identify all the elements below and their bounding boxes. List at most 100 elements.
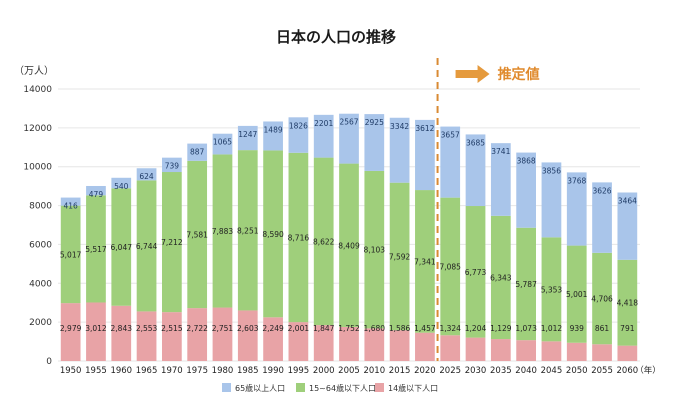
legend-swatch-65-plus xyxy=(222,383,231,392)
bar-segment-65-plus xyxy=(465,134,486,207)
bar-segment-15-64 xyxy=(136,180,157,312)
bar-segment-15-64 xyxy=(465,206,486,338)
value-label-15-64: 5,001 xyxy=(566,290,588,299)
bar-segment-15-64 xyxy=(339,163,359,327)
value-label-under-15: 1,012 xyxy=(541,324,563,333)
value-label-15-64: 5,787 xyxy=(515,280,537,289)
bar-segment-under-15 xyxy=(566,342,587,361)
bar-segment-65-plus xyxy=(162,157,182,173)
bar-segment-65-plus xyxy=(415,119,435,191)
bar-segment-65-plus xyxy=(313,114,334,158)
value-label-15-64: 7,085 xyxy=(439,262,461,271)
bar-segment-65-plus xyxy=(364,114,385,171)
value-label-under-15: 1,324 xyxy=(439,324,461,333)
x-tick-label: 1995 xyxy=(288,366,310,376)
x-tick-label: 2040 xyxy=(515,366,537,376)
bar-segment-65-plus xyxy=(60,197,81,206)
bar-segment-under-15 xyxy=(187,308,208,361)
bar-segment-65-plus xyxy=(263,121,283,151)
y-axis-unit-label: （万人） xyxy=(14,65,54,77)
bar-segment-15-64 xyxy=(566,245,587,343)
bar-segment-65-plus xyxy=(187,143,208,161)
bar-segment-65-plus xyxy=(339,113,359,164)
bar-segment-under-15 xyxy=(592,344,612,361)
bar-segment-65-plus xyxy=(288,117,309,153)
value-label-under-15: 2,843 xyxy=(111,324,133,333)
value-label-15-64: 7,341 xyxy=(414,257,436,266)
x-tick-label: 2035 xyxy=(490,366,512,376)
projection-arrow-icon xyxy=(455,65,490,83)
bar-segment-65-plus xyxy=(440,126,461,198)
x-tick-label: 2025 xyxy=(439,366,461,376)
bar-segment-under-15 xyxy=(162,312,182,361)
x-tick-label: 2005 xyxy=(338,366,360,376)
bar-segment-under-15 xyxy=(440,335,461,361)
value-label-15-64: 8,716 xyxy=(288,233,310,242)
x-tick-label: 1990 xyxy=(262,366,284,376)
y-tick-label: 4000 xyxy=(29,279,52,289)
x-tick-label: 2060 xyxy=(617,366,639,376)
value-label-under-15: 1,204 xyxy=(465,324,487,333)
value-label-65-plus: 479 xyxy=(89,190,104,199)
bar-segment-15-64 xyxy=(440,197,461,336)
bar-segment-under-15 xyxy=(516,340,536,361)
value-label-65-plus: 3657 xyxy=(441,131,460,140)
bar-segment-15-64 xyxy=(263,150,283,318)
value-label-under-15: 2,603 xyxy=(237,324,259,333)
bar-segment-15-64 xyxy=(86,195,106,303)
x-tick-label: 1975 xyxy=(186,366,208,376)
bar-segment-15-64 xyxy=(592,252,612,345)
y-tick-label: 8000 xyxy=(29,202,52,212)
value-label-15-64: 6,744 xyxy=(136,242,158,251)
value-label-under-15: 2,553 xyxy=(136,324,158,333)
value-label-15-64: 6,343 xyxy=(490,273,512,282)
x-tick-label: 1955 xyxy=(85,366,107,376)
legend-label-15-64: 15~64歳以下人口 xyxy=(309,383,376,393)
bar-segment-15-64 xyxy=(364,170,385,329)
bar-segment-15-64 xyxy=(516,227,536,341)
bar-segment-15-64 xyxy=(237,150,258,311)
legend-swatch-under-15 xyxy=(375,383,384,392)
value-label-under-15: 2,001 xyxy=(288,324,310,333)
value-label-15-64: 4,706 xyxy=(591,295,613,304)
bar-segment-under-15 xyxy=(86,302,106,361)
y-tick-label: 14000 xyxy=(23,85,52,95)
bar-segment-65-plus xyxy=(237,125,258,151)
value-label-under-15: 2,515 xyxy=(161,324,183,333)
x-tick-label: 2050 xyxy=(566,366,588,376)
bar-segment-15-64 xyxy=(490,215,511,340)
value-label-65-plus: 3626 xyxy=(592,186,611,195)
legend-label-under-15: 14歳以下人口 xyxy=(388,383,438,393)
value-label-under-15: 2,979 xyxy=(60,324,82,333)
value-label-under-15: 3,012 xyxy=(85,324,107,333)
legend-swatch-15-64 xyxy=(296,383,305,392)
value-label-under-15: 1,586 xyxy=(389,324,411,333)
value-label-under-15: 861 xyxy=(595,324,610,333)
value-label-under-15: 939 xyxy=(570,324,585,333)
value-label-15-64: 8,409 xyxy=(338,241,360,250)
x-tick-label: 1960 xyxy=(110,366,132,376)
bar-segment-15-64 xyxy=(541,237,562,342)
value-label-15-64: 5,517 xyxy=(85,245,107,254)
value-label-15-64: 5,353 xyxy=(541,285,563,294)
bar-segment-65-plus xyxy=(212,133,233,155)
value-label-15-64: 8,622 xyxy=(313,237,335,246)
bar-segment-15-64 xyxy=(415,190,435,333)
value-label-65-plus: 3612 xyxy=(415,124,434,133)
value-label-15-64: 4,418 xyxy=(617,299,639,308)
bar-segment-15-64 xyxy=(187,160,208,309)
x-tick-label: 2000 xyxy=(313,366,335,376)
y-tick-label: 12000 xyxy=(23,124,52,134)
value-label-65-plus: 3685 xyxy=(466,138,485,147)
bar-segment-65-plus xyxy=(617,192,638,260)
x-tick-label: 2055 xyxy=(591,366,613,376)
bar-segment-under-15 xyxy=(617,345,638,361)
x-tick-label: 2030 xyxy=(465,366,487,376)
bar-segment-under-15 xyxy=(339,326,359,361)
bar-segment-under-15 xyxy=(288,322,309,361)
value-label-65-plus: 3741 xyxy=(491,147,510,156)
value-label-under-15: 2,249 xyxy=(262,324,284,333)
value-label-15-64: 6,773 xyxy=(465,268,487,277)
bar-segment-under-15 xyxy=(541,341,562,361)
